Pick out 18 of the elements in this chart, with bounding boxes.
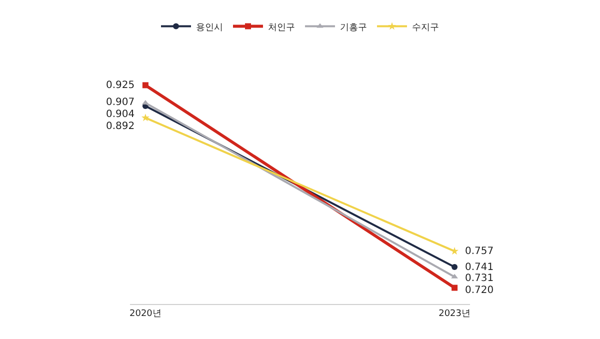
point	[141, 114, 150, 122]
legend-label: 수지구	[412, 22, 439, 33]
point	[452, 264, 458, 270]
data-label: 0.720	[465, 285, 494, 296]
x-tick-label: 2023년	[438, 308, 471, 319]
x-tick-label: 2020년	[129, 308, 162, 319]
data-label: 0.904	[106, 109, 135, 120]
data-label: 0.741	[465, 262, 494, 273]
point	[452, 284, 458, 291]
legend-label: 기흥구	[340, 22, 367, 33]
data-label: 0.925	[106, 80, 135, 91]
point	[142, 82, 148, 88]
data-label: 0.892	[106, 121, 135, 132]
legend-label: 처인구	[268, 22, 295, 33]
data-label: 0.907	[106, 97, 135, 108]
data-label: 0.757	[465, 246, 494, 257]
legend-label: 용인시	[196, 22, 223, 33]
data-label: 0.731	[465, 273, 494, 284]
